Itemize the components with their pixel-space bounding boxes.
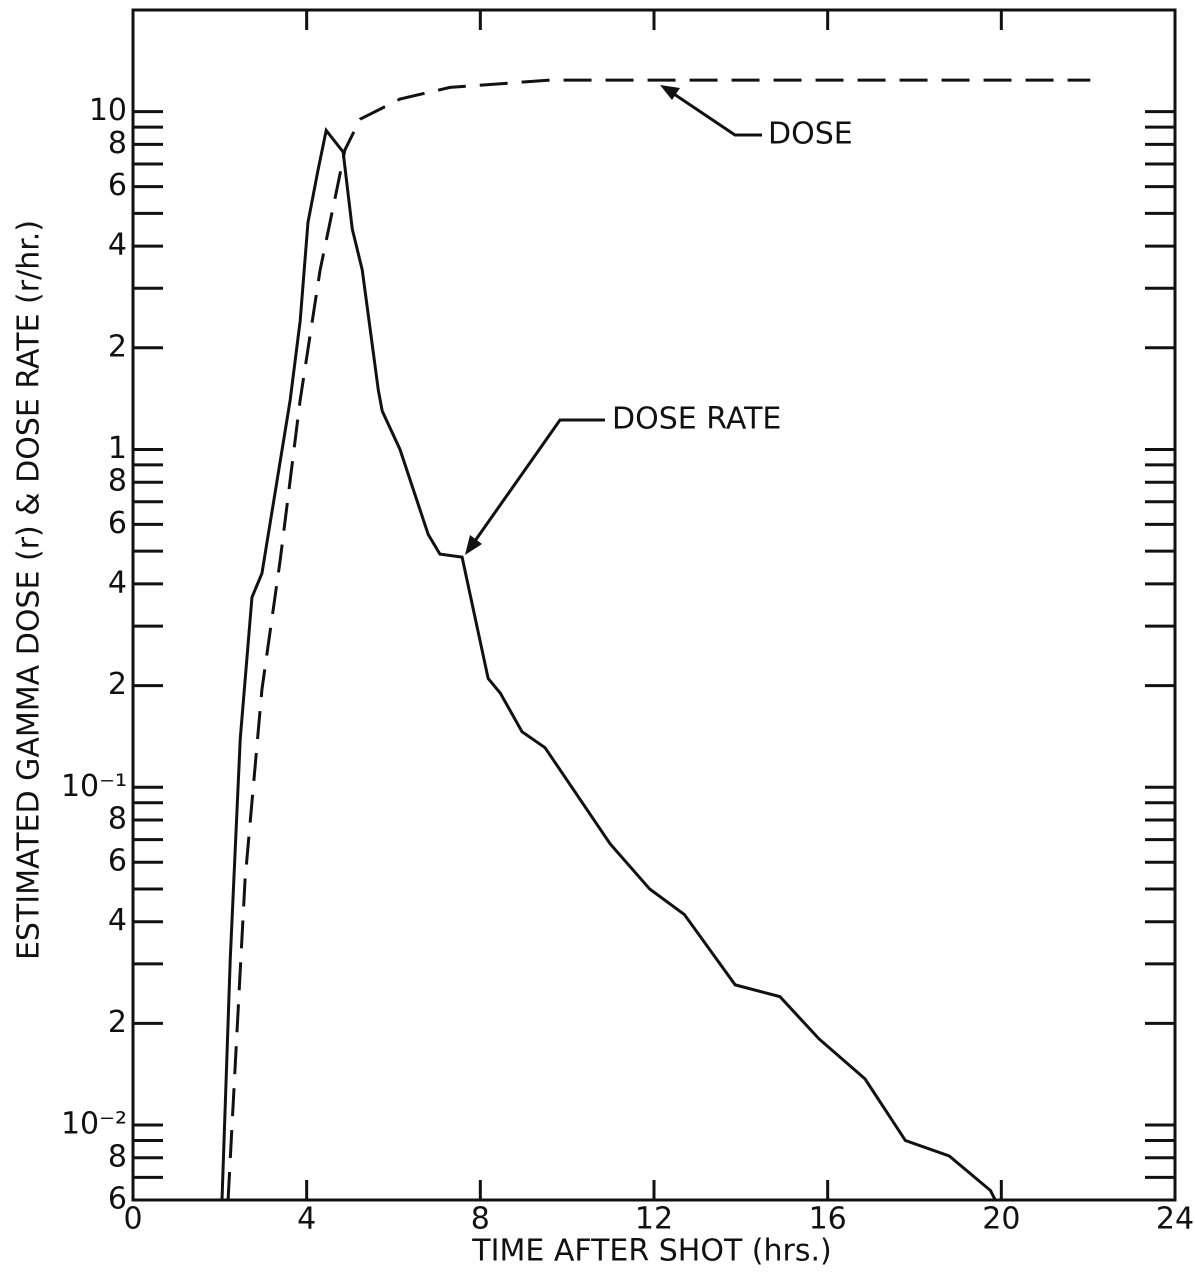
arrow-head	[660, 85, 680, 100]
annotation-arrow	[468, 418, 605, 549]
series-line	[220, 126, 997, 1201]
arrow-head	[465, 535, 482, 555]
y-tick-label: 4	[108, 903, 127, 938]
y-tick-label: 1	[108, 431, 127, 466]
x-tick-label: 8	[471, 1202, 490, 1237]
y-tick-label: 10⁻²	[61, 1107, 127, 1142]
y-tick-label: 10⁻¹	[61, 769, 127, 804]
y-tick-label: 2	[108, 1005, 127, 1040]
x-tick-label: 24	[1156, 1202, 1194, 1237]
y-tick-label: 8	[108, 126, 127, 161]
y-tick-label: 4	[108, 565, 127, 600]
series-label: DOSE	[768, 117, 853, 152]
x-tick-label: 16	[809, 1202, 847, 1237]
x-tick-label: 0	[123, 1202, 142, 1237]
x-tick-label: 20	[982, 1202, 1020, 1237]
y-tick-label: 10	[89, 93, 127, 128]
y-axis-label: ESTIMATED GAMMA DOSE (r) & DOSE RATE (r/…	[12, 220, 47, 960]
y-tick-label: 6	[108, 506, 127, 541]
x-axis-label: TIME AFTER SHOT (hrs.)	[471, 1234, 831, 1269]
series-label: DOSE RATE	[612, 402, 781, 437]
y-tick-label: 6	[108, 168, 127, 203]
series-line	[226, 78, 1091, 1201]
y-tick-label: 2	[108, 667, 127, 702]
y-tick-label: 8	[108, 464, 127, 499]
y-tick-label: 2	[108, 329, 127, 364]
plot-frame	[131, 8, 1177, 1202]
y-tick-label: 8	[108, 1139, 127, 1174]
y-tick-label: 8	[108, 802, 127, 837]
y-tick-label: 6	[108, 1182, 127, 1217]
x-tick-label: 12	[635, 1202, 673, 1237]
x-tick-label: 4	[297, 1202, 316, 1237]
y-tick-label: 4	[108, 228, 127, 263]
y-tick-label: 6	[108, 844, 127, 879]
annotation-arrow	[664, 86, 762, 137]
